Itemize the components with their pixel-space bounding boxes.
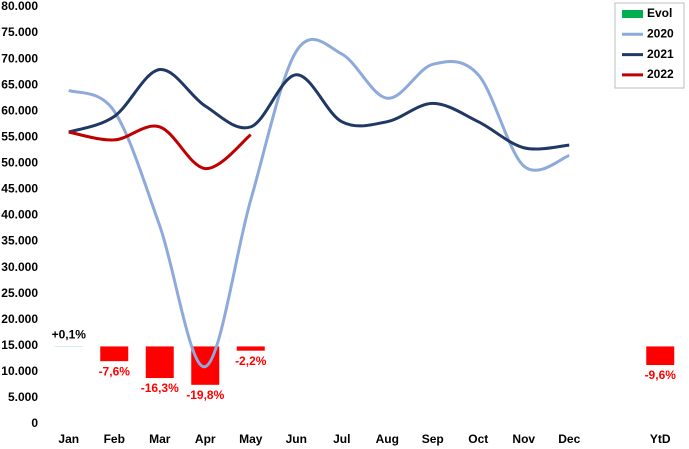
y-tick-label: 5.000	[8, 390, 38, 404]
legend-label: 2021	[647, 47, 674, 61]
x-tick-label: Aug	[376, 432, 399, 446]
y-tick-label: 20.000	[1, 312, 38, 326]
x-tick-label: Feb	[104, 432, 125, 446]
y-tick-label: 0	[31, 416, 38, 430]
line	[68, 124, 252, 171]
line	[68, 37, 570, 369]
data-label: -7,6%	[99, 364, 131, 378]
x-tick-label: Dec	[558, 432, 580, 446]
x-tick-label: Jun	[286, 432, 307, 446]
x-tick-label: Oct	[468, 432, 488, 446]
y-tick-label: 80.000	[1, 0, 38, 13]
x-tick-label: Jul	[333, 432, 350, 446]
data-label: -9,6%	[645, 368, 677, 382]
x-tick-label: Jan	[58, 432, 79, 446]
y-tick-label: 25.000	[1, 286, 38, 300]
legend-label: 2020	[647, 26, 674, 40]
y-tick-label: 75.000	[1, 25, 38, 39]
bar	[100, 346, 129, 362]
data-label: -16,3%	[141, 381, 179, 395]
x-tick-label: YtD	[650, 432, 671, 446]
x-tick-label: Apr	[195, 432, 216, 446]
x-tick-label: May	[239, 432, 263, 446]
y-tick-label: 45.000	[1, 182, 38, 196]
y-tick-label: 65.000	[1, 77, 38, 91]
y-tick-label: 15.000	[1, 338, 38, 352]
data-label: -2,2%	[235, 354, 267, 368]
x-tick-label: Sep	[422, 432, 444, 446]
bar	[145, 346, 174, 379]
line	[68, 68, 570, 151]
data-label: -19,8%	[186, 388, 224, 402]
legend-label: 2022	[647, 67, 674, 81]
y-tick-label: 60.000	[1, 103, 38, 117]
x-tick-label: Nov	[512, 432, 535, 446]
y-tick-label: 50.000	[1, 156, 38, 170]
data-label: +0,1%	[52, 327, 87, 341]
y-tick-label: 55.000	[1, 129, 38, 143]
x-tick-label: Mar	[149, 432, 171, 446]
y-tick-label: 30.000	[1, 260, 38, 274]
y-tick-label: 40.000	[1, 208, 38, 222]
y-tick-label: 35.000	[1, 234, 38, 248]
y-tick-label: 70.000	[1, 51, 38, 65]
bar	[236, 346, 265, 351]
y-tick-label: 10.000	[1, 364, 38, 378]
legend-swatch	[622, 10, 643, 18]
legend-label: Evol	[647, 6, 672, 20]
bar	[646, 346, 675, 366]
